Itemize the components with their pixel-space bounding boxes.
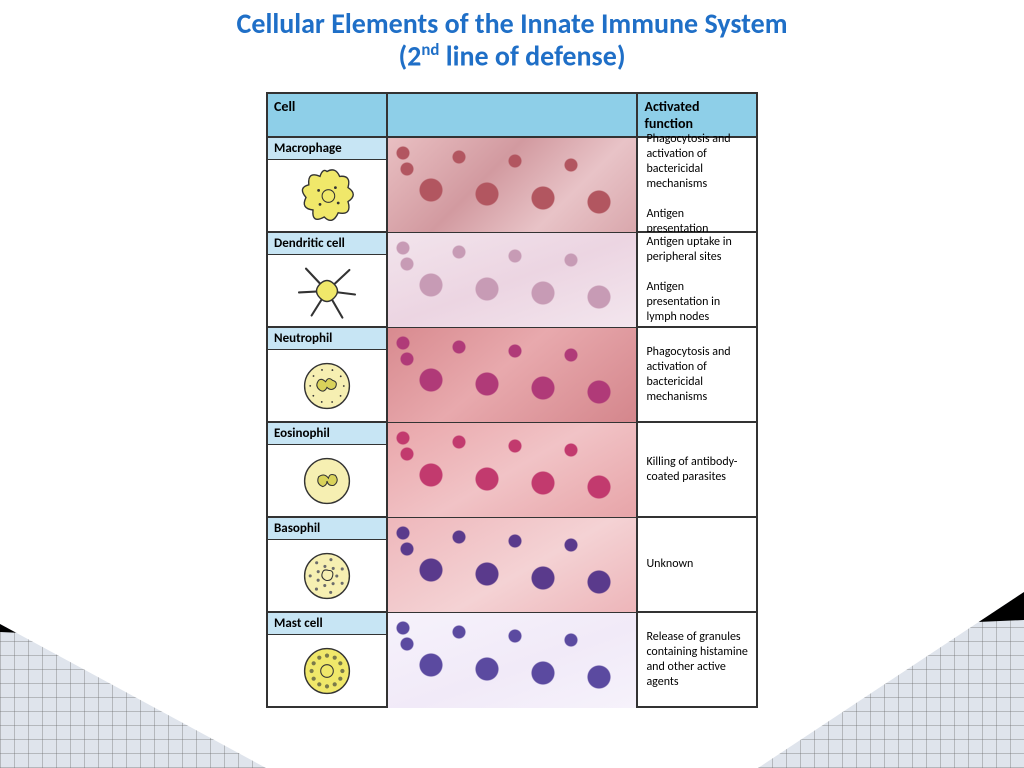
cell-diagram-icon [268,160,386,231]
micrograph-image [388,328,637,423]
micrograph-column [387,422,638,517]
title-line-2: (2nd line of defense) [0,40,1024,73]
micrograph-column [387,137,638,232]
table-header-row: Cell Activated function [267,93,757,137]
cell-name-label: Neutrophil [268,328,386,350]
micrograph-column [387,612,638,707]
table-row: Macrophage Phagocytosis and activation o… [267,137,757,232]
cell-name-label: Dendritic cell [268,233,386,255]
function-text: Unknown [637,517,757,612]
title-2-pre: (2 [398,39,421,74]
cell-table: Cell Activated function Macrophage Phago… [266,92,758,708]
cell-name-label: Eosinophil [268,423,386,445]
micrograph-image [388,233,637,328]
cell-name-column: Mast cell [267,612,387,707]
header-function: Activated function [637,93,757,137]
micrograph-image [388,518,637,613]
cell-name-column: Neutrophil [267,327,387,422]
cell-name-column: Basophil [267,517,387,612]
cell-name-column: Macrophage [267,137,387,232]
function-text: Killing of antibody-coated parasites [637,422,757,517]
cell-name-label: Basophil [268,518,386,540]
cell-diagram-icon [268,350,386,421]
table-row: Dendritic cell Antigen uptake in periphe… [267,232,757,327]
cell-name-column: Dendritic cell [267,232,387,327]
title-2-sup: nd [421,39,439,60]
micrograph-column [387,327,638,422]
cell-diagram-icon [268,255,386,326]
slide-title: Cellular Elements of the Innate Immune S… [0,0,1024,73]
table-row: Mast cell Release of granules containing… [267,612,757,707]
function-text: Phagocytosis and activation of bacterici… [637,137,757,232]
cell-name-label: Mast cell [268,613,386,635]
table-row: Eosinophil Killing of antibody-coated pa… [267,422,757,517]
decorative-grid-right [758,568,1024,768]
decorative-grid-left [0,568,266,768]
title-line-1: Cellular Elements of the Innate Immune S… [0,8,1024,40]
micrograph-column [387,517,638,612]
function-text: Phagocytosis and activation of bacterici… [637,327,757,422]
table-row: Neutrophil Phagocytosis and activation o… [267,327,757,422]
micrograph-image [388,613,637,708]
cell-diagram-icon [268,445,386,516]
function-text: Release of granules containing histamine… [637,612,757,707]
cell-diagram-icon [268,635,386,706]
cell-diagram-icon [268,540,386,611]
cell-name-column: Eosinophil [267,422,387,517]
header-micrograph [387,93,638,137]
micrograph-image [388,423,637,518]
title-2-post: line of defense) [439,39,625,74]
micrograph-column [387,232,638,327]
header-cell: Cell [267,93,387,137]
function-text: Antigen uptake in peripheral sitesAntige… [637,232,757,327]
cell-name-label: Macrophage [268,138,386,160]
micrograph-image [388,138,637,233]
table-row: Basophil Unknown [267,517,757,612]
